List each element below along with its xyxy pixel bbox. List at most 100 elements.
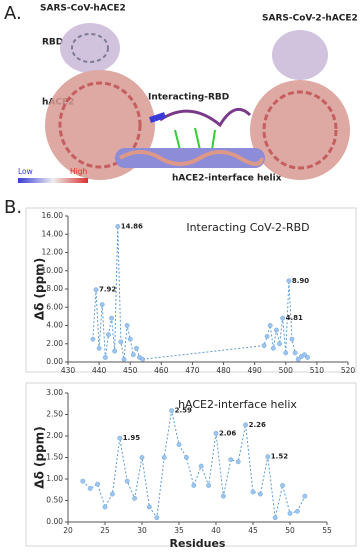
y-tick-label: 0.00 bbox=[46, 517, 63, 526]
x-tick-label: 520 bbox=[341, 366, 356, 375]
data-point bbox=[102, 355, 108, 360]
data-point bbox=[228, 457, 234, 463]
data-point bbox=[127, 336, 133, 342]
data-label: 2.26 bbox=[249, 421, 266, 429]
y-tick-label: 16.00 bbox=[42, 211, 64, 220]
data-point bbox=[302, 493, 308, 499]
x-axis-label: Residues bbox=[170, 537, 226, 550]
data-point bbox=[277, 341, 282, 347]
structure-title: SARS-CoV-hACE2 bbox=[40, 4, 126, 14]
data-point bbox=[264, 334, 270, 339]
data-point bbox=[265, 454, 271, 460]
data-point bbox=[183, 455, 189, 460]
data-point bbox=[130, 352, 136, 358]
data-point bbox=[243, 422, 249, 428]
data-point bbox=[198, 463, 204, 469]
y-tick-label: 3.00 bbox=[46, 388, 63, 397]
x-tick-label: 510 bbox=[310, 366, 325, 375]
data-point bbox=[102, 504, 108, 510]
y-tick-label: 0.50 bbox=[46, 496, 63, 505]
data-point bbox=[80, 478, 86, 484]
x-tick-label: 430 bbox=[61, 366, 76, 375]
data-point bbox=[115, 224, 121, 229]
data-point bbox=[280, 483, 285, 488]
data-point bbox=[109, 315, 114, 321]
data-line bbox=[92, 226, 308, 361]
x-tick-label: 500 bbox=[279, 366, 294, 375]
data-point bbox=[118, 339, 124, 345]
data-point bbox=[99, 302, 105, 307]
data-point bbox=[112, 348, 118, 354]
data-point bbox=[146, 504, 152, 510]
data-point bbox=[93, 287, 99, 293]
data-point bbox=[250, 489, 256, 495]
data-label: 7.92 bbox=[99, 286, 116, 294]
data-label: 8.90 bbox=[292, 277, 309, 285]
data-point bbox=[267, 323, 273, 328]
data-point bbox=[213, 431, 219, 436]
scale-label: Low bbox=[18, 167, 33, 176]
y-axis-label: Δδ (ppm) bbox=[33, 258, 47, 320]
y-tick-label: 2.00 bbox=[46, 339, 63, 348]
y-tick-label: 12.00 bbox=[42, 248, 64, 257]
x-tick-label: 40 bbox=[211, 526, 221, 535]
protein-right bbox=[250, 30, 350, 180]
data-point bbox=[286, 278, 292, 284]
data-point bbox=[302, 352, 307, 358]
data-point bbox=[87, 486, 93, 491]
color-scale bbox=[18, 178, 88, 183]
x-tick-label: 30 bbox=[137, 526, 147, 535]
data-point bbox=[270, 345, 276, 351]
data-point bbox=[292, 350, 298, 356]
data-point bbox=[154, 515, 160, 521]
data-label: 1.52 bbox=[271, 453, 288, 461]
data-label: 2.06 bbox=[219, 429, 236, 437]
data-point bbox=[134, 345, 139, 351]
data-point bbox=[176, 442, 182, 447]
data-point bbox=[206, 483, 212, 488]
x-tick-label: 490 bbox=[248, 366, 263, 375]
data-point bbox=[139, 455, 145, 460]
data-point bbox=[191, 483, 197, 488]
x-tick-label: 45 bbox=[248, 526, 258, 535]
structure-title: SARS-CoV-2-hACE2 bbox=[262, 14, 358, 24]
data-point bbox=[124, 478, 130, 484]
data-point bbox=[90, 336, 96, 342]
x-tick-label: 450 bbox=[123, 366, 138, 375]
structure-label: Interacting-RBD bbox=[148, 93, 229, 103]
data-label: 14.86 bbox=[121, 222, 143, 230]
data-point bbox=[117, 435, 123, 441]
data-point bbox=[132, 495, 138, 501]
data-point bbox=[235, 459, 241, 465]
y-axis-label: Δδ (ppm) bbox=[33, 426, 47, 488]
chart-title: Interacting CoV-2-RBD bbox=[186, 221, 309, 234]
y-tick-label: 1.00 bbox=[46, 474, 63, 483]
x-tick-label: 470 bbox=[185, 366, 200, 375]
data-point bbox=[121, 356, 127, 362]
y-tick-label: 1.50 bbox=[46, 453, 63, 462]
data-point bbox=[272, 515, 278, 521]
y-tick-label: 0.00 bbox=[46, 357, 63, 366]
x-tick-label: 50 bbox=[285, 526, 295, 535]
x-tick-label: 35 bbox=[174, 526, 184, 535]
chart-title: hACE2-interface helix bbox=[178, 398, 297, 411]
data-line bbox=[82, 410, 306, 520]
structure-label: hACE2-interface helix bbox=[172, 174, 282, 184]
x-tick-label: 460 bbox=[154, 366, 169, 375]
y-tick-label: 6.00 bbox=[46, 302, 63, 311]
data-point bbox=[295, 356, 301, 362]
interface-model bbox=[115, 107, 265, 168]
data-point bbox=[280, 315, 286, 321]
chart-frame bbox=[25, 207, 357, 373]
data-point bbox=[274, 327, 279, 333]
chart-frame bbox=[25, 382, 357, 547]
y-tick-label: 10.00 bbox=[42, 266, 64, 275]
data-point bbox=[257, 491, 263, 497]
structure-label: RBD bbox=[42, 38, 63, 48]
x-tick-label: 480 bbox=[216, 366, 231, 375]
data-label: 4.81 bbox=[286, 314, 303, 322]
data-point bbox=[106, 332, 111, 338]
data-point bbox=[161, 455, 167, 460]
